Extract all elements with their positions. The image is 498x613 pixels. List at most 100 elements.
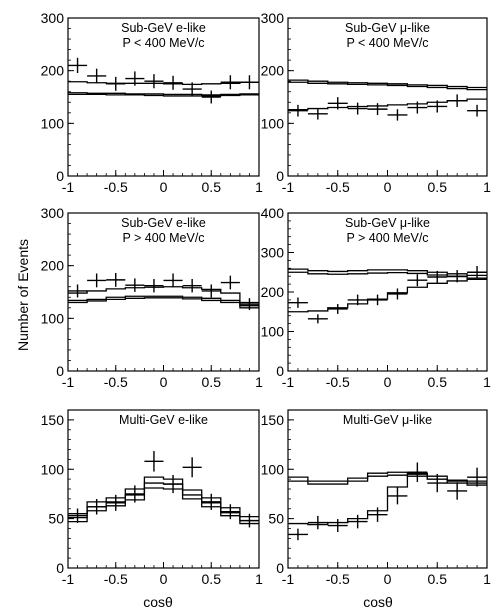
- data-point: [347, 514, 368, 529]
- data-point: [467, 266, 487, 279]
- x-tick-label: 0.5: [428, 179, 448, 195]
- data-point: [347, 294, 368, 306]
- data-point: [87, 498, 107, 515]
- data-point: [125, 71, 145, 86]
- x-tick-label: -1: [282, 571, 295, 587]
- panel-title-line: P < 400 MeV/c: [346, 36, 428, 50]
- x-tick-label: -0.5: [104, 374, 128, 390]
- panel-title-line: Sub-GeV μ-like: [345, 216, 430, 230]
- x-tick-label: 0: [160, 571, 168, 587]
- y-tick-label: 200: [41, 258, 65, 274]
- data-point: [427, 100, 448, 113]
- x-tick-label: -0.5: [104, 571, 128, 587]
- data-point: [163, 474, 183, 494]
- data-point: [201, 284, 221, 298]
- data-point: [427, 270, 448, 284]
- data-point: [68, 508, 88, 523]
- data-point: [447, 270, 468, 283]
- x-tick-label: -0.5: [104, 179, 128, 195]
- y-tick-label: 150: [41, 412, 65, 428]
- data-point: [427, 473, 448, 493]
- panel-multi-gev-mu-like: 0 50 100 150 -1 -0.5 0 0.5 1 Multi-GeV μ-like: [261, 409, 491, 587]
- y-tick-label: 0: [276, 560, 284, 576]
- y-tick-label: 100: [261, 324, 285, 340]
- data-point: [144, 451, 164, 472]
- y-tick-label: 100: [261, 115, 285, 131]
- x-tick-label: 1: [483, 374, 491, 390]
- x-axis-title-right: cosθ: [363, 594, 393, 610]
- data-point: [106, 272, 126, 287]
- y-tick-label: 150: [261, 412, 285, 428]
- y-tick-label: 0: [56, 560, 64, 576]
- data-point: [447, 94, 468, 107]
- data-point: [387, 288, 408, 300]
- panel-title-line: Multi-GeV μ-like: [343, 413, 432, 427]
- data-point: [201, 90, 221, 104]
- panel-title-line: P < 400 MeV/c: [122, 36, 204, 50]
- data-point: [163, 75, 183, 90]
- x-tick-label: 0.5: [202, 374, 222, 390]
- panel-title-line: Sub-GeV e-like: [121, 21, 206, 35]
- panel-title-line: Multi-GeV e-like: [119, 413, 208, 427]
- x-tick-label: 0: [384, 179, 392, 195]
- x-tick-label: -1: [62, 571, 75, 587]
- data-point: [239, 298, 259, 311]
- data-point: [307, 314, 328, 324]
- y-tick-label: 300: [261, 245, 285, 261]
- data-point: [288, 297, 308, 308]
- data-point: [347, 102, 368, 115]
- data-point: [239, 75, 259, 90]
- data-point: [87, 68, 107, 84]
- data-point: [106, 494, 126, 511]
- x-tick-label: -1: [282, 374, 295, 390]
- y-tick-label: 100: [261, 461, 285, 477]
- data-point: [407, 462, 428, 482]
- histogram-step-line-1: [68, 286, 259, 304]
- y-tick-label: 200: [261, 63, 285, 79]
- x-tick-label: 1: [255, 374, 263, 390]
- panel-title-line: P > 400 MeV/c: [346, 231, 428, 245]
- x-tick-label: -1: [62, 374, 75, 390]
- data-point: [182, 278, 202, 293]
- y-tick-label: 0: [276, 363, 284, 379]
- x-tick-label: 1: [483, 571, 491, 587]
- data-point: [407, 274, 428, 287]
- panel-multi-gev-e-like: 0 50 100 150 -1 -0.5 0 0.5 1 Multi-GeV e-like: [41, 409, 263, 587]
- x-tick-label: 0: [160, 374, 168, 390]
- data-point: [327, 304, 348, 314]
- data-point: [182, 82, 202, 96]
- data-point: [68, 284, 88, 298]
- x-tick-label: -1: [282, 179, 295, 195]
- data-point: [220, 75, 240, 90]
- y-tick-label: 0: [276, 168, 284, 184]
- data-point: [68, 57, 88, 74]
- histogram-step-line-1: [288, 268, 487, 277]
- y-tick-label: 0: [56, 168, 64, 184]
- data-point: [367, 103, 388, 116]
- y-tick-label: 400: [261, 205, 285, 221]
- x-tick-label: 0: [160, 179, 168, 195]
- y-tick-label: 300: [41, 205, 65, 221]
- y-tick-label: 100: [41, 115, 65, 131]
- data-point: [163, 273, 183, 288]
- data-point: [106, 76, 126, 91]
- histogram-step-line-2: [68, 92, 259, 96]
- data-point: [144, 278, 164, 293]
- x-tick-label: 0.5: [428, 571, 448, 587]
- x-tick-label: 0: [384, 374, 392, 390]
- histogram-step-line-3: [68, 93, 259, 97]
- data-point: [367, 507, 388, 522]
- histogram-step-line-3: [288, 278, 487, 313]
- x-tick-label: 0.5: [428, 374, 448, 390]
- data-point: [125, 485, 145, 503]
- x-tick-label: 1: [255, 571, 263, 587]
- data-point: [327, 519, 348, 533]
- y-tick-label: 200: [41, 63, 65, 79]
- data-point: [125, 278, 145, 292]
- data-point: [467, 104, 487, 117]
- y-tick-label: 100: [41, 310, 65, 326]
- y-tick-label: 200: [261, 284, 285, 300]
- data-point: [182, 457, 202, 478]
